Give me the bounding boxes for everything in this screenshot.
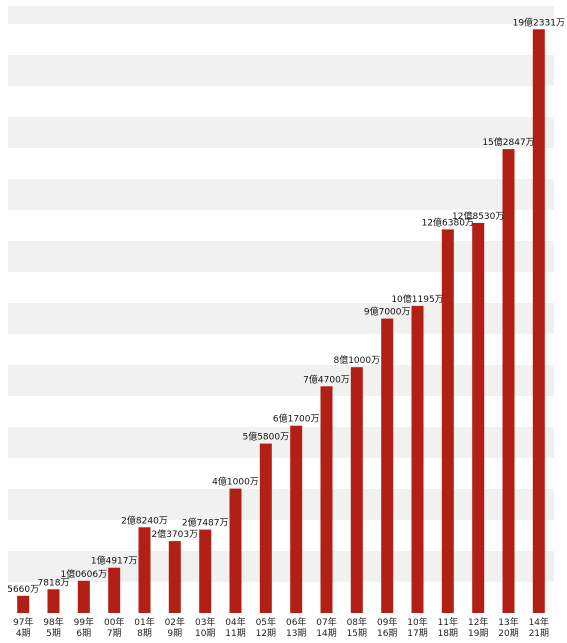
x-tick-year-label: 10年 — [407, 616, 427, 628]
x-tick-period-label: 8期 — [137, 628, 152, 639]
x-tick-year-label: 12年 — [468, 616, 488, 628]
grid-band — [8, 55, 554, 86]
x-tick-period-label: 10期 — [195, 628, 215, 639]
x-tick-period-label: 13期 — [286, 628, 306, 639]
grid-band — [8, 179, 554, 210]
x-tick-year-label: 04年 — [225, 616, 245, 628]
bar-value-label: 1億0606万 — [60, 568, 107, 580]
bar-value-label: 10億1195万 — [391, 293, 443, 305]
x-tick-period-label: 15期 — [347, 628, 367, 639]
bar-value-label: 6億1700万 — [273, 413, 320, 425]
grid-bands — [8, 6, 554, 582]
bar-value-label: 2億8240万 — [121, 514, 168, 526]
x-tick-year-label: 11年 — [438, 616, 458, 628]
grid-band — [8, 365, 554, 396]
x-tick-year-label: 14年 — [529, 616, 549, 628]
x-tick-period-label: 14期 — [316, 628, 336, 639]
x-tick-year-label: 08年 — [347, 616, 367, 628]
x-tick-period-label: 4期 — [16, 628, 31, 639]
x-tick-period-label: 16期 — [377, 628, 397, 639]
bar — [441, 229, 454, 613]
x-tick-period-label: 5期 — [46, 628, 61, 639]
x-tick-year-label: 07年 — [316, 616, 336, 628]
bar — [199, 529, 212, 613]
x-tick-year-label: 02年 — [165, 616, 185, 628]
bar — [532, 29, 545, 614]
bar-value-label: 9億7000万 — [364, 306, 411, 318]
x-tick-period-label: 21期 — [529, 628, 549, 639]
bar — [350, 367, 363, 613]
bar — [77, 580, 90, 613]
x-tick-period-label: 11期 — [225, 628, 245, 639]
grid-band — [8, 489, 554, 520]
grid-band — [8, 303, 554, 334]
bar-value-label: 12億8530万 — [452, 210, 504, 222]
x-tick-labels-group: 97年4期98年5期99年6期00年7期01年8期02年9期03年10期04年1… — [13, 616, 549, 639]
bar-value-label: 8億1000万 — [333, 354, 380, 366]
x-tick-period-label: 19期 — [468, 628, 488, 639]
grid-band — [8, 6, 554, 24]
bar-value-label: 2億7487万 — [182, 517, 229, 529]
bar-value-label: 5660万 — [7, 585, 39, 595]
x-tick-year-label: 99年 — [74, 616, 94, 628]
x-tick-year-label: 98年 — [43, 616, 63, 628]
x-tick-year-label: 05年 — [256, 616, 276, 628]
x-tick-period-label: 9期 — [167, 628, 182, 639]
x-tick-year-label: 00年 — [104, 616, 124, 628]
bar — [108, 567, 121, 613]
x-tick-period-label: 6期 — [76, 628, 91, 639]
x-tick-period-label: 7期 — [107, 628, 122, 639]
bar-value-label: 7億4700万 — [303, 373, 350, 385]
x-tick-year-label: 13年 — [498, 616, 518, 628]
x-tick-period-label: 18期 — [438, 628, 458, 639]
bar-value-label: 12億6380万 — [422, 216, 474, 228]
bar — [502, 149, 515, 613]
bar-value-label: 7818万 — [38, 578, 70, 588]
x-tick-year-label: 01年 — [134, 616, 154, 628]
bar — [472, 222, 485, 613]
bar — [259, 443, 272, 613]
bar-value-label: 5億5800万 — [242, 431, 289, 443]
grid-band — [8, 551, 554, 582]
bar — [17, 595, 30, 613]
bar — [320, 386, 333, 613]
x-tick-year-label: 06年 — [286, 616, 306, 628]
bar — [381, 318, 394, 613]
bar — [168, 541, 181, 613]
bar — [411, 305, 424, 613]
grid-band — [8, 117, 554, 148]
x-tick-year-label: 03年 — [195, 616, 215, 628]
grid-band — [8, 241, 554, 272]
x-tick-period-label: 17期 — [407, 628, 427, 639]
x-tick-year-label: 09年 — [377, 616, 397, 628]
bar — [47, 589, 60, 613]
bar-value-label: 4億1000万 — [212, 476, 259, 488]
x-tick-period-label: 12期 — [256, 628, 276, 639]
grid-band — [8, 427, 554, 458]
bar — [229, 488, 242, 613]
x-tick-year-label: 97年 — [13, 616, 33, 628]
bar-value-label: 19億2331万 — [513, 16, 565, 28]
bar — [138, 527, 151, 613]
bars-group — [17, 29, 545, 614]
bar-value-label: 1億4917万 — [91, 555, 138, 567]
bar-value-label: 15億2847万 — [482, 136, 534, 148]
x-tick-period-label: 20期 — [498, 628, 518, 639]
bar-value-label: 2億3703万 — [151, 528, 198, 540]
bar — [290, 425, 303, 613]
